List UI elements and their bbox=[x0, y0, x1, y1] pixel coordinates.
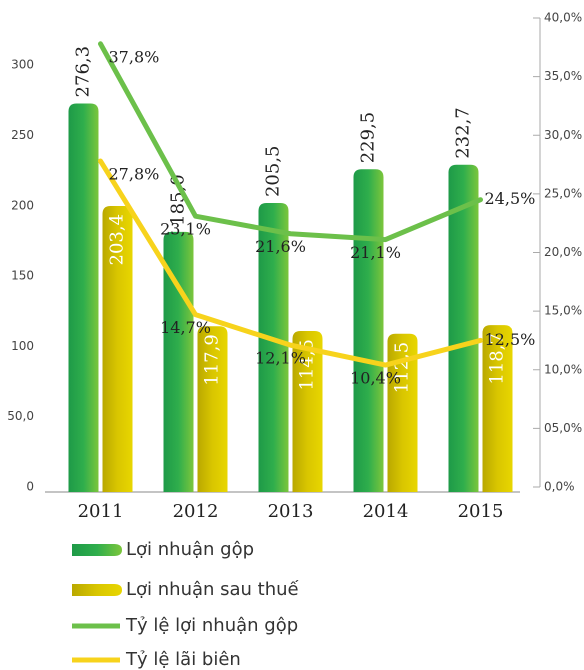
bar bbox=[353, 169, 384, 492]
y2-tick-label: 10,0% bbox=[544, 362, 582, 376]
legend-label: Lợi nhuận sau thuế bbox=[126, 579, 300, 600]
value-label: 232,7 bbox=[453, 107, 474, 159]
value-label: 14,7% bbox=[160, 318, 211, 337]
value-label: 12,5% bbox=[485, 330, 536, 349]
value-label: 23,1% bbox=[160, 220, 211, 239]
x-tick-label: 2014 bbox=[363, 501, 409, 522]
legend-label: Lợi nhuận gộp bbox=[126, 539, 254, 560]
y2-tick-label: 15,0% bbox=[544, 304, 582, 318]
y-tick-label: 250 bbox=[11, 128, 34, 142]
line bbox=[98, 41, 483, 243]
y-tick-label: 300 bbox=[11, 58, 34, 72]
bar bbox=[197, 326, 228, 492]
value-label: 37,8% bbox=[109, 47, 160, 66]
legend-swatch bbox=[72, 544, 122, 556]
y-tick-label: 150 bbox=[11, 269, 34, 283]
value-label: 203,4 bbox=[107, 214, 128, 266]
bar bbox=[258, 203, 289, 492]
y2-tick-label: 20,0% bbox=[544, 245, 582, 259]
y2-tick-label: 40,0% bbox=[544, 11, 582, 25]
bar bbox=[482, 325, 513, 492]
value-label: 21,1% bbox=[350, 243, 401, 262]
bar bbox=[387, 333, 418, 492]
legend-swatch bbox=[72, 584, 122, 596]
y2-tick-label: 35,0% bbox=[544, 69, 582, 83]
value-label: 24,5% bbox=[485, 189, 536, 208]
value-label: 117,9 bbox=[202, 334, 223, 386]
value-label: 12,1% bbox=[255, 349, 306, 368]
value-label: 112,5 bbox=[392, 342, 413, 394]
y2-tick-label: 25,0% bbox=[544, 186, 582, 200]
x-tick-label: 2011 bbox=[78, 501, 124, 522]
y2-tick-label: 0,0% bbox=[544, 480, 575, 494]
y2-tick-label: 30,0% bbox=[544, 128, 582, 142]
bar bbox=[448, 164, 479, 492]
bar bbox=[68, 103, 99, 492]
value-label: 229,5 bbox=[358, 112, 379, 164]
legend-label: Tỷ lệ lợi nhuận gộp bbox=[125, 615, 298, 636]
line bbox=[98, 158, 483, 368]
value-label: 27,8% bbox=[109, 165, 160, 184]
value-label: 10,4% bbox=[350, 369, 401, 388]
value-label: 185,0 bbox=[168, 174, 189, 226]
y-tick-label: 50,0 bbox=[7, 409, 34, 423]
value-label: 118,7 bbox=[487, 333, 508, 385]
bar bbox=[292, 330, 323, 492]
x-tick-label: 2013 bbox=[268, 501, 314, 522]
value-label: 205,5 bbox=[263, 145, 284, 197]
bar bbox=[102, 205, 133, 492]
x-tick-label: 2012 bbox=[173, 501, 219, 522]
y-tick-label: 0 bbox=[26, 480, 34, 494]
x-tick-label: 2015 bbox=[458, 501, 504, 522]
legend-label: Tỷ lệ lãi biên bbox=[125, 649, 241, 670]
y-tick-label: 100 bbox=[11, 339, 34, 353]
value-label: 276,3 bbox=[73, 46, 94, 98]
y2-tick-label: 05,0% bbox=[544, 421, 582, 435]
y-tick-label: 200 bbox=[11, 198, 34, 212]
value-label: 21,6% bbox=[255, 237, 306, 256]
